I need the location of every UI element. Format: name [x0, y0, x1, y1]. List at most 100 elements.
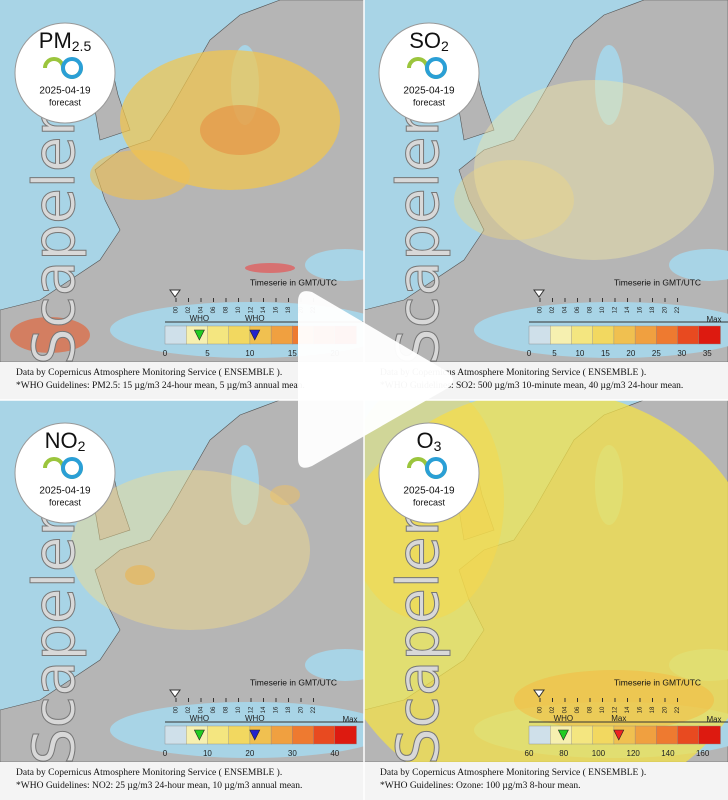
hour-label: 16: [638, 706, 644, 713]
scale-segment: [207, 325, 230, 345]
hour-label: 02: [186, 306, 192, 313]
hour-label: 10: [600, 706, 606, 713]
play-button[interactable]: [298, 291, 453, 468]
hour-label: 04: [199, 306, 205, 313]
scale-label: 30: [288, 749, 297, 758]
hour-label: 06: [211, 706, 217, 713]
hour-label: 06: [575, 706, 581, 713]
baltic: [595, 45, 623, 125]
scale-label: 40: [330, 749, 339, 758]
logo: [425, 57, 448, 79]
hour-label: 22: [311, 706, 317, 713]
scale-label: 30: [677, 349, 686, 358]
pollution: [70, 470, 310, 630]
pollutant-sub: 3: [434, 438, 442, 454]
pollution: [474, 80, 714, 260]
scale-segment: [228, 725, 251, 745]
now-marker: [533, 289, 545, 298]
pollutant: SO2: [409, 28, 449, 54]
scale-label: 100: [592, 749, 606, 758]
timeserie-label: Timeserie in GMT/UTC: [614, 277, 701, 287]
hour-label: 04: [199, 706, 205, 713]
hour-label: 12: [613, 306, 619, 313]
hour-label: 14: [261, 306, 267, 313]
scale-label: 10: [575, 349, 584, 358]
timeserie-label: Timeserie in GMT/UTC: [250, 277, 337, 287]
source: Data by Copernicus Atmosphere Monitoring…: [380, 767, 646, 778]
scale-segment: [677, 725, 700, 745]
pollution: [514, 670, 714, 730]
scale-label: 20: [245, 749, 254, 758]
forecast: forecast: [49, 497, 82, 507]
scale-label: 10: [203, 749, 212, 758]
pollutant: PM2.5: [39, 28, 92, 54]
forecast: forecast: [413, 497, 446, 507]
pollutant-sub: 2: [78, 438, 86, 454]
timeserie-label: Timeserie in GMT/UTC: [614, 677, 701, 687]
scale-max: Max: [342, 715, 357, 724]
hour-label: 14: [625, 306, 631, 313]
date: 2025-04-19: [39, 86, 91, 97]
hour-label: 12: [249, 706, 255, 713]
hour-label: 14: [625, 706, 631, 713]
pollution: [90, 150, 190, 200]
pollutant-sub: 2.5: [72, 38, 92, 54]
who-label: WHO: [245, 314, 265, 323]
scale-label: 5: [552, 349, 557, 358]
guideline: *WHO Guidelines: NO2: 25 µg/m3 24-hour m…: [16, 781, 302, 791]
who-label: WHO: [190, 714, 210, 723]
scale-label: 140: [661, 749, 675, 758]
baltic: [231, 445, 259, 525]
source: Data by Copernicus Atmosphere Monitoring…: [16, 767, 282, 778]
now-marker: [169, 289, 181, 298]
pollutant-sub: 2: [441, 38, 449, 54]
scale-max: Max: [706, 715, 721, 724]
source: Data by Copernicus Atmosphere Monitoring…: [380, 367, 646, 378]
who-marker: [193, 329, 205, 341]
guideline: *WHO Guidelines: SO2: 500 µg/m3 10-minut…: [380, 381, 683, 391]
hour-label: 20: [663, 706, 669, 713]
scale-label: 15: [288, 349, 297, 358]
hour-label: 06: [575, 306, 581, 313]
logo: [425, 457, 448, 479]
logo: [61, 457, 84, 479]
scale-segment: [528, 325, 551, 345]
scale-segment: [164, 725, 187, 745]
hour-label: 18: [286, 706, 292, 713]
land: [364, 0, 728, 363]
hour-label: 20: [663, 306, 669, 313]
scale-segment: [656, 725, 679, 745]
hour-label: 22: [675, 306, 681, 313]
hour-label: 04: [563, 706, 569, 713]
hour-label: 10: [236, 706, 242, 713]
guideline: *WHO Guidelines: PM2.5: 15 µg/m3 24-hour…: [16, 381, 305, 391]
hour-label: 02: [550, 306, 556, 313]
pollution: [454, 160, 574, 240]
scale-segment: [634, 325, 658, 345]
pollutant-name: O: [417, 428, 434, 453]
hour-label: 02: [550, 706, 556, 713]
hour-label: 04: [563, 306, 569, 313]
scale-segment: [270, 725, 294, 745]
hour-label: 06: [211, 306, 217, 313]
scale-segment: [571, 325, 594, 345]
scale-segment: [550, 325, 573, 345]
scale-segment: [613, 325, 636, 345]
logo: [61, 57, 84, 79]
hour-label: 00: [538, 306, 544, 313]
scale-label: 10: [245, 349, 254, 358]
scale-label: 15: [601, 349, 610, 358]
brand: Scapeler: [20, 112, 88, 365]
date: 2025-04-19: [39, 486, 91, 497]
date: 2025-04-19: [403, 86, 455, 97]
hour-label: 08: [224, 306, 230, 313]
brand: Scapeler: [384, 512, 452, 765]
pollution: [245, 263, 295, 273]
hour-label: 16: [638, 306, 644, 313]
who-label: Max: [611, 714, 626, 723]
pollutant-name: PM: [39, 28, 72, 53]
who-marker: [193, 729, 205, 741]
